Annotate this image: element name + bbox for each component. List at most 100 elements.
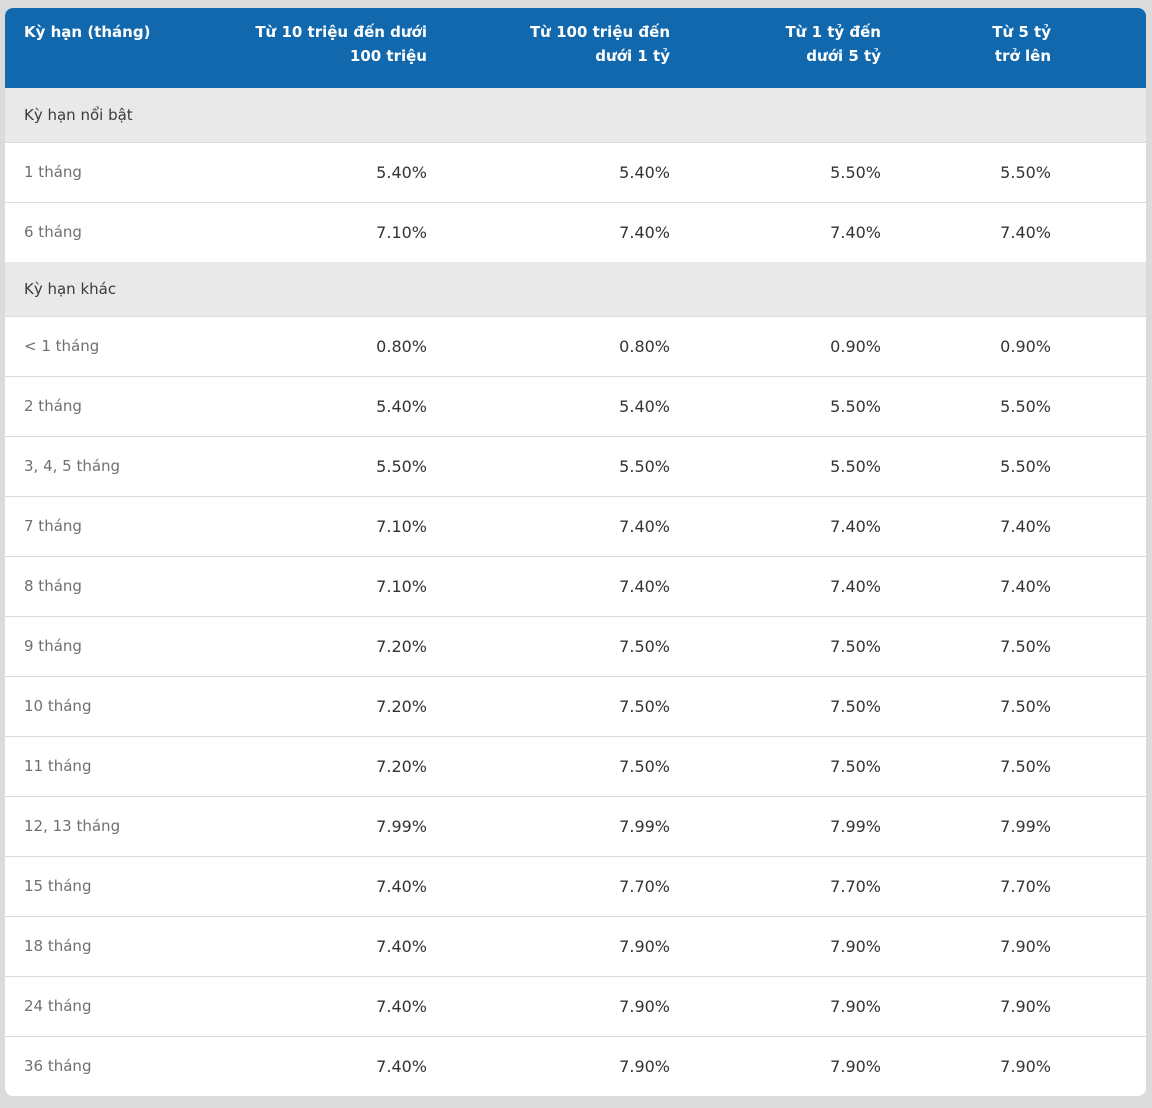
- term-cell: 10 tháng: [5, 675, 240, 736]
- interest-rate-table-card: Kỳ hạn (tháng) Từ 10 triệu đến dưới 100 …: [5, 8, 1146, 1096]
- column-header-tier-4: Từ 5 tỷ trở lên: [881, 8, 1146, 88]
- rate-cell: 7.40%: [881, 495, 1146, 556]
- rate-cell: 5.40%: [240, 375, 427, 436]
- rate-cell: 7.50%: [427, 615, 670, 676]
- term-cell: 15 tháng: [5, 855, 240, 916]
- rate-cell: 0.80%: [427, 315, 670, 376]
- column-header-tier-3: Từ 1 tỷ đến dưới 5 tỷ: [670, 8, 881, 88]
- rate-cell: 7.90%: [670, 1035, 881, 1096]
- rate-row: 1 tháng 5.40% 5.40% 5.50% 5.50%: [5, 141, 1146, 202]
- section-label: Kỳ hạn nổi bật: [5, 88, 1146, 142]
- rate-cell: 7.99%: [427, 795, 670, 856]
- rate-cell: 5.50%: [881, 141, 1146, 202]
- rate-cell: 5.50%: [881, 375, 1146, 436]
- rate-cell: 7.90%: [881, 915, 1146, 976]
- rate-cell: 7.50%: [427, 675, 670, 736]
- rate-cell: 7.40%: [670, 555, 881, 616]
- rate-cell: 7.40%: [670, 495, 881, 556]
- rate-cell: 7.40%: [240, 1035, 427, 1096]
- rate-cell: 7.90%: [881, 1035, 1146, 1096]
- rate-cell: 7.90%: [670, 975, 881, 1036]
- term-cell: 7 tháng: [5, 495, 240, 556]
- rate-cell: 7.90%: [881, 975, 1146, 1036]
- term-cell: 11 tháng: [5, 735, 240, 796]
- term-cell: 12, 13 tháng: [5, 795, 240, 856]
- rate-cell: 7.50%: [670, 735, 881, 796]
- rate-cell: 7.20%: [240, 675, 427, 736]
- rate-cell: 7.40%: [240, 855, 427, 916]
- rate-row: 12, 13 tháng 7.99% 7.99% 7.99% 7.99%: [5, 795, 1146, 856]
- rate-cell: 7.90%: [427, 975, 670, 1036]
- term-cell: 1 tháng: [5, 141, 240, 202]
- term-cell: 24 tháng: [5, 975, 240, 1036]
- rate-cell: 7.90%: [670, 915, 881, 976]
- rate-cell: 7.20%: [240, 615, 427, 676]
- rate-cell: 7.50%: [427, 735, 670, 796]
- term-cell: 18 tháng: [5, 915, 240, 976]
- rate-cell: 5.40%: [427, 141, 670, 202]
- term-cell: 2 tháng: [5, 375, 240, 436]
- rate-cell: 0.90%: [670, 315, 881, 376]
- section-row: Kỳ hạn nổi bật: [5, 88, 1146, 142]
- rate-cell: 7.10%: [240, 495, 427, 556]
- rate-cell: 7.20%: [240, 735, 427, 796]
- column-header-tier-2: Từ 100 triệu đến dưới 1 tỷ: [427, 8, 670, 88]
- rate-row: 36 tháng 7.40% 7.90% 7.90% 7.90%: [5, 1035, 1146, 1096]
- rate-row: 24 tháng 7.40% 7.90% 7.90% 7.90%: [5, 975, 1146, 1036]
- rate-cell: 7.99%: [670, 795, 881, 856]
- rate-cell: 7.40%: [427, 555, 670, 616]
- rate-cell: 5.50%: [240, 435, 427, 496]
- rate-cell: 5.50%: [670, 375, 881, 436]
- rate-row: 6 tháng 7.10% 7.40% 7.40% 7.40%: [5, 201, 1146, 262]
- term-cell: 8 tháng: [5, 555, 240, 616]
- rate-cell: 7.70%: [670, 855, 881, 916]
- term-cell: 6 tháng: [5, 201, 240, 262]
- rate-cell: 7.90%: [427, 1035, 670, 1096]
- rate-cell: 7.40%: [670, 201, 881, 262]
- rate-row: 8 tháng 7.10% 7.40% 7.40% 7.40%: [5, 555, 1146, 616]
- rate-row: 9 tháng 7.20% 7.50% 7.50% 7.50%: [5, 615, 1146, 676]
- term-cell: < 1 tháng: [5, 315, 240, 376]
- rate-cell: 5.50%: [670, 435, 881, 496]
- rate-row: 15 tháng 7.40% 7.70% 7.70% 7.70%: [5, 855, 1146, 916]
- rate-cell: 5.40%: [427, 375, 670, 436]
- rate-row: 2 tháng 5.40% 5.40% 5.50% 5.50%: [5, 375, 1146, 436]
- rate-row: 10 tháng 7.20% 7.50% 7.50% 7.50%: [5, 675, 1146, 736]
- rate-cell: 7.40%: [881, 555, 1146, 616]
- rate-cell: 7.40%: [881, 201, 1146, 262]
- rate-cell: 0.80%: [240, 315, 427, 376]
- rate-cell: 7.50%: [881, 615, 1146, 676]
- rate-cell: 7.99%: [240, 795, 427, 856]
- rate-cell: 5.50%: [427, 435, 670, 496]
- section-label: Kỳ hạn khác: [5, 262, 1146, 316]
- rate-cell: 7.10%: [240, 201, 427, 262]
- rate-cell: 7.70%: [427, 855, 670, 916]
- rate-cell: 0.90%: [881, 315, 1146, 376]
- term-cell: 9 tháng: [5, 615, 240, 676]
- rate-cell: 7.50%: [670, 615, 881, 676]
- rate-cell: 7.50%: [881, 675, 1146, 736]
- rate-cell: 7.40%: [240, 915, 427, 976]
- column-header-tier-1: Từ 10 triệu đến dưới 100 triệu: [240, 8, 427, 88]
- interest-rate-table: Kỳ hạn (tháng) Từ 10 triệu đến dưới 100 …: [5, 8, 1146, 1096]
- table-header-row: Kỳ hạn (tháng) Từ 10 triệu đến dưới 100 …: [5, 8, 1146, 88]
- rate-cell: 7.40%: [240, 975, 427, 1036]
- rate-row: 7 tháng 7.10% 7.40% 7.40% 7.40%: [5, 495, 1146, 556]
- rate-cell: 7.10%: [240, 555, 427, 616]
- rate-row: < 1 tháng 0.80% 0.80% 0.90% 0.90%: [5, 315, 1146, 376]
- rate-cell: 7.50%: [670, 675, 881, 736]
- column-header-term: Kỳ hạn (tháng): [5, 8, 240, 88]
- rate-cell: 7.70%: [881, 855, 1146, 916]
- rate-cell: 5.50%: [670, 141, 881, 202]
- rate-cell: 7.90%: [427, 915, 670, 976]
- term-cell: 3, 4, 5 tháng: [5, 435, 240, 496]
- rate-cell: 7.50%: [881, 735, 1146, 796]
- rate-cell: 7.40%: [427, 495, 670, 556]
- section-row: Kỳ hạn khác: [5, 262, 1146, 316]
- rate-cell: 7.40%: [427, 201, 670, 262]
- rate-row: 3, 4, 5 tháng 5.50% 5.50% 5.50% 5.50%: [5, 435, 1146, 496]
- rate-cell: 5.40%: [240, 141, 427, 202]
- rate-cell: 7.99%: [881, 795, 1146, 856]
- rate-row: 11 tháng 7.20% 7.50% 7.50% 7.50%: [5, 735, 1146, 796]
- term-cell: 36 tháng: [5, 1035, 240, 1096]
